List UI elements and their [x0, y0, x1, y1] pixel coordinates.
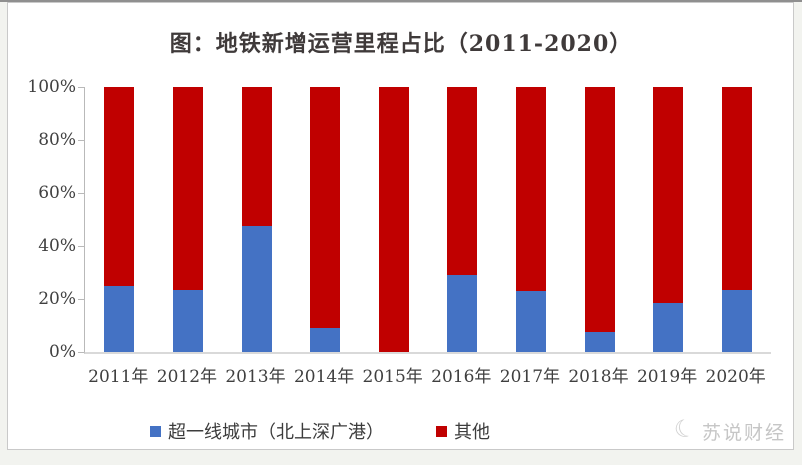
y-axis-labels: 0% 20% 40% 60% 80% 100%: [0, 77, 76, 362]
y-tick-label: 20%: [38, 289, 76, 309]
stacked-bar-segment: [515, 290, 546, 352]
x-tick-label: 2020年: [705, 367, 766, 387]
x-tick-label: 2013年: [225, 367, 286, 387]
stacked-bar-segment: [241, 225, 272, 352]
stacked-bar-segment: [104, 87, 135, 286]
x-tick-label: 2018年: [568, 367, 629, 387]
stacked-bar-segment: [584, 331, 615, 352]
chart-legend: 超一线城市（北上深广港） 其他: [0, 418, 640, 444]
stacked-bar-segment: [172, 288, 203, 352]
y-tick-label: 0%: [49, 342, 76, 362]
stacked-bar-segment: [172, 87, 203, 290]
x-axis-labels: 2011年 2012年 2013年 2014年 2015年 2016年 2017年 2018年…: [84, 362, 770, 388]
y-tick-label: 100%: [27, 77, 76, 97]
y-tick-mark: [78, 139, 84, 141]
stacked-bar-segment: [447, 274, 478, 352]
stacked-bar-segment: [515, 87, 546, 292]
x-tick-label: 2012年: [156, 367, 218, 387]
legend-entry: 超一线城市（北上深广港）: [150, 418, 384, 444]
y-tick-label: 80%: [38, 130, 76, 150]
y-tick-label: 60%: [38, 183, 76, 203]
legend-swatch-icon: [436, 425, 447, 437]
crescent-moon-icon: ☾: [671, 412, 700, 446]
stacked-bar-segment: [653, 301, 684, 352]
stacked-bar-segment: [584, 87, 615, 333]
watermark: ☾ 苏说财经: [671, 412, 786, 447]
stacked-bar-segment: [310, 327, 341, 352]
stacked-bar-segment: [104, 284, 135, 352]
y-tick-mark: [78, 192, 84, 194]
legend-swatch-icon: [150, 425, 161, 437]
y-tick-mark: [78, 298, 84, 300]
stacked-bar-segment: [241, 87, 272, 227]
x-tick-label: 2017年: [499, 367, 561, 387]
y-tick-mark: [78, 351, 84, 353]
watermark-text: 苏说财经: [701, 421, 786, 444]
legend-entry: 其他: [436, 418, 490, 444]
stacked-bar-segment: [378, 87, 409, 352]
stacked-bar-segment: [447, 87, 478, 276]
stacked-bar-segment: [653, 87, 684, 303]
chart-title: 图：地铁新增运营里程占比（2011-2020）: [169, 31, 633, 57]
stacked-bar-segment: [721, 288, 752, 352]
stacked-bar-segment: [310, 87, 341, 329]
y-tick-mark: [78, 245, 84, 247]
y-tick-mark: [78, 86, 84, 88]
x-tick-label: 2015年: [362, 367, 423, 387]
x-tick-label: 2011年: [88, 367, 149, 387]
page-top-divider: [0, 0, 802, 2]
y-tick-label: 40%: [38, 236, 76, 256]
legend-label: 超一线城市（北上深广港）: [168, 422, 384, 443]
x-tick-label: 2016年: [431, 367, 492, 387]
x-tick-label: 2014年: [293, 367, 355, 387]
stacked-bar-segment: [721, 87, 752, 290]
legend-label: 其他: [454, 422, 490, 443]
x-tick-label: 2019年: [636, 367, 698, 387]
plot-area: [78, 86, 771, 354]
